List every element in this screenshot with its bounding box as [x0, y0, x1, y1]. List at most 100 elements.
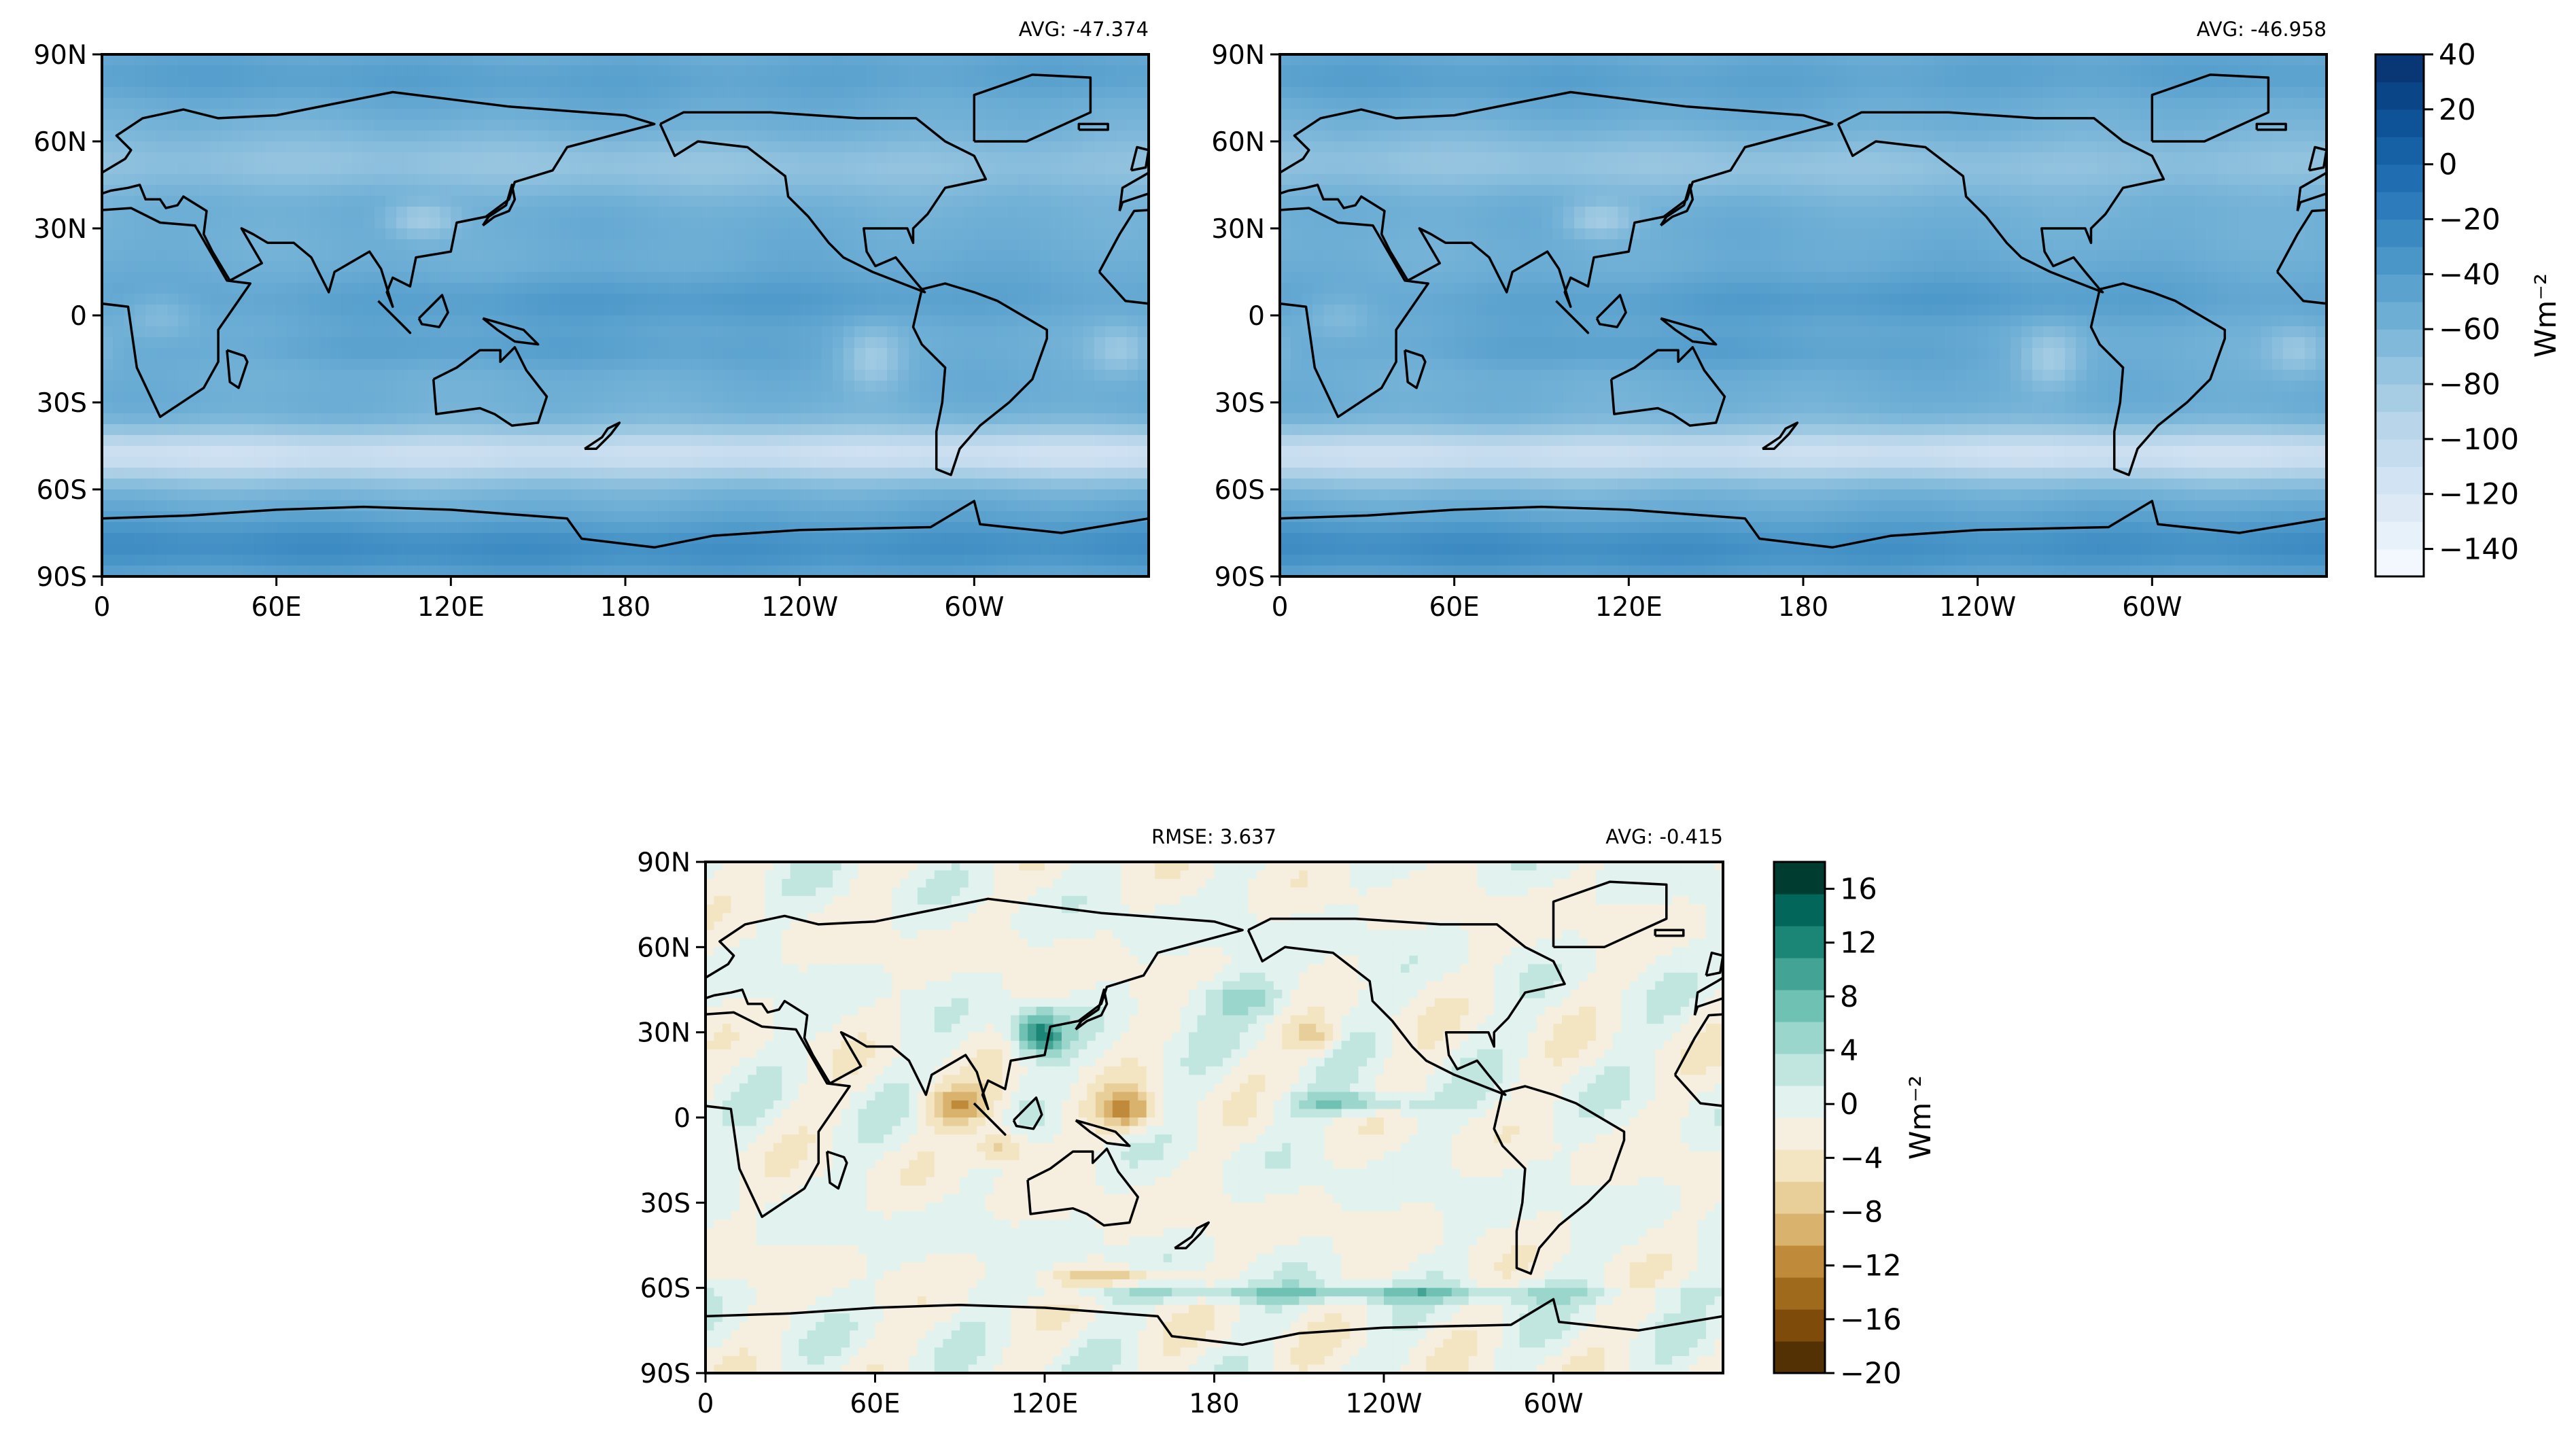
field-cell	[2032, 65, 2044, 77]
field-cell	[1104, 98, 1117, 109]
field-cell	[625, 381, 637, 392]
field-cell	[1378, 54, 1390, 66]
field-cell	[319, 446, 332, 457]
field-cell	[407, 337, 419, 349]
field-cell	[1028, 544, 1041, 555]
field-cell	[854, 468, 866, 479]
field-cell	[832, 65, 844, 77]
field-cell	[167, 446, 179, 457]
field-cell	[505, 446, 517, 457]
field-cell	[462, 207, 474, 218]
field-cell	[1345, 87, 1357, 99]
field-cell	[265, 305, 277, 316]
field-cell	[1137, 522, 1149, 534]
field-cell	[1104, 424, 1117, 436]
coastline	[102, 500, 1149, 549]
field-cell	[810, 152, 822, 164]
field-cell	[625, 163, 637, 175]
field-cell	[691, 163, 703, 175]
field-cell	[330, 250, 343, 262]
field-cell	[222, 261, 234, 273]
field-cell	[963, 207, 975, 218]
field-cell	[712, 109, 725, 120]
field-cell	[767, 326, 779, 338]
coastline	[102, 148, 103, 158]
field-cell	[527, 479, 539, 490]
field-cell	[734, 413, 746, 425]
field-cell	[527, 283, 539, 294]
field-cell	[887, 370, 899, 381]
field-cell	[276, 359, 288, 370]
field-cell	[658, 261, 669, 273]
field-cell	[505, 272, 517, 283]
field-cell	[211, 283, 223, 294]
field-cell	[1737, 65, 1750, 77]
field-cell	[309, 109, 321, 120]
field-cell	[113, 250, 124, 262]
field-cell	[778, 250, 790, 262]
field-cell	[952, 489, 964, 501]
field-cell	[276, 337, 288, 349]
field-cell	[810, 76, 822, 88]
field-cell	[734, 185, 746, 196]
field-cell	[440, 446, 452, 457]
field-cell	[407, 468, 419, 479]
field-cell	[636, 500, 648, 512]
field-cell	[592, 315, 604, 327]
field-cell	[1061, 152, 1073, 164]
field-cell	[1126, 272, 1138, 283]
field-cell	[1115, 141, 1128, 153]
field-cell	[669, 261, 681, 273]
field-cell	[352, 141, 364, 153]
field-cell	[734, 54, 746, 66]
field-cell	[723, 261, 735, 273]
field-cell	[494, 337, 506, 349]
field-cell	[865, 348, 877, 360]
field-cell	[538, 294, 550, 305]
field-cell	[625, 196, 637, 207]
field-cell	[440, 185, 452, 196]
field-cell	[527, 294, 539, 305]
field-cell	[614, 555, 626, 566]
field-cell	[549, 250, 561, 262]
field-cell	[1945, 54, 1957, 66]
field-cell	[756, 457, 768, 468]
field-cell	[352, 457, 364, 468]
field-cell	[614, 381, 626, 392]
field-cell	[200, 98, 212, 109]
field-cell	[298, 120, 310, 131]
field-cell	[483, 163, 495, 175]
field-cell	[647, 446, 659, 457]
field-cell	[810, 131, 822, 142]
field-cell	[2239, 54, 2251, 66]
field-cell	[549, 174, 561, 186]
field-cell	[669, 544, 681, 555]
field-cell	[1104, 174, 1117, 186]
field-cell	[135, 479, 146, 490]
field-cell	[287, 218, 299, 229]
field-cell	[799, 500, 812, 512]
x-tick-label: 120E	[417, 592, 485, 623]
field-cell	[778, 424, 790, 436]
field-cell	[494, 76, 506, 88]
field-cell	[952, 348, 964, 360]
field-cell	[1542, 54, 1553, 66]
field-cell	[1901, 76, 1913, 88]
field-cell	[875, 326, 888, 338]
field-cell	[898, 402, 909, 414]
field-cell	[1039, 359, 1051, 370]
field-cell	[854, 392, 866, 403]
field-cell	[788, 337, 801, 349]
field-cell	[701, 54, 714, 66]
field-cell	[549, 196, 561, 207]
field-cell	[265, 348, 277, 360]
field-cell	[821, 370, 833, 381]
field-cell	[156, 315, 169, 327]
field-cell	[319, 424, 332, 436]
field-cell	[1955, 76, 1968, 88]
field-cell	[462, 446, 474, 457]
field-cell	[1137, 555, 1149, 566]
field-cell	[559, 239, 572, 251]
field-cell	[767, 402, 779, 414]
field-cell	[189, 468, 201, 479]
